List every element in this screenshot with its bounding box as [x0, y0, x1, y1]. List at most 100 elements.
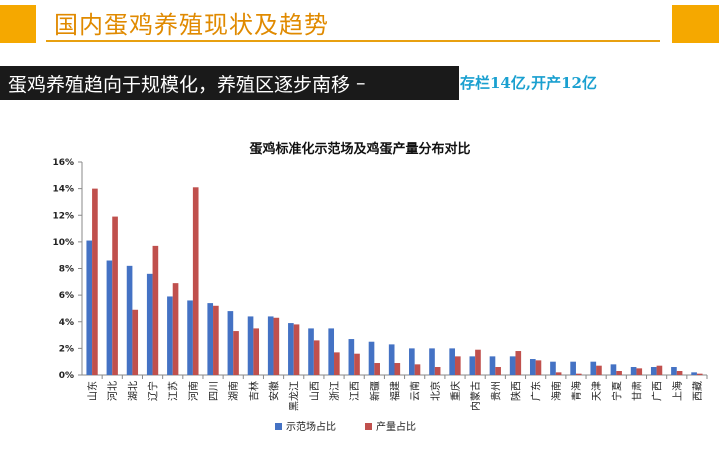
x-tick-label: 内蒙古	[469, 381, 482, 411]
bar-output-4	[172, 283, 179, 375]
bar-demo-farm-22	[529, 359, 536, 375]
bar-output-29	[676, 371, 683, 375]
bar-demo-farm-21	[509, 356, 516, 375]
subtitle-box: 蛋鸡养殖趋向于规模化，养殖区逐步南移 –	[0, 66, 459, 100]
bar-output-28	[656, 365, 663, 375]
x-tick-label: 湖北	[127, 381, 139, 401]
y-tick-label: 6%	[59, 291, 74, 301]
x-tick-label: 陕西	[509, 381, 522, 401]
y-tick-label: 14%	[52, 185, 74, 195]
x-tick-label: 甘肃	[630, 381, 643, 401]
chart-legend: 示范场占比 产量占比	[275, 420, 416, 433]
bar-demo-farm-11	[308, 328, 314, 375]
x-tick-label: 广东	[530, 381, 543, 401]
x-tick-label: 海南	[550, 381, 563, 401]
bar-output-26	[616, 371, 622, 375]
bar-output-23	[555, 372, 562, 375]
bar-output-8	[253, 328, 260, 375]
bar-demo-farm-26	[610, 364, 617, 375]
bar-demo-farm-29	[671, 367, 677, 375]
y-tick-label: 12%	[52, 211, 74, 221]
bar-demo-farm-2	[126, 265, 133, 375]
bar-output-19	[475, 349, 481, 375]
bar-output-2	[132, 309, 139, 375]
y-tick-label: 0%	[59, 371, 74, 381]
bar-output-12	[334, 352, 340, 375]
legend-label-0: 示范场占比	[286, 420, 336, 433]
bar-demo-farm-0	[86, 240, 93, 375]
bar-demo-farm-14	[368, 341, 375, 375]
x-tick-label: 广西	[652, 381, 664, 401]
x-tick-label: 云南	[409, 381, 422, 401]
bar-demo-farm-4	[167, 296, 173, 375]
bar-output-24	[575, 373, 582, 375]
x-tick-label: 福建	[389, 381, 402, 401]
x-tick-label: 河南	[187, 381, 200, 401]
x-tick-label: 浙江	[329, 381, 341, 401]
x-tick-label: 河北	[107, 381, 119, 401]
bar-output-27	[636, 368, 643, 375]
x-tick-label: 北京	[429, 381, 442, 401]
x-tick-label: 辽宁	[147, 381, 160, 401]
bar-demo-farm-28	[650, 367, 657, 375]
subtitle-extra: 存栏14亿,开产12亿	[460, 74, 597, 92]
bar-output-13	[354, 353, 360, 375]
bar-demo-farm-6	[207, 303, 214, 375]
x-tick-label: 天津	[591, 381, 603, 401]
bar-output-20	[495, 367, 501, 375]
x-tick-label: 新疆	[368, 381, 381, 401]
bar-demo-farm-8	[247, 316, 254, 375]
bar-output-11	[313, 340, 320, 375]
x-tick-label: 江苏	[167, 381, 180, 401]
header-accent-right	[672, 5, 719, 43]
x-tick-label: 山东	[86, 381, 99, 401]
x-tick-label: 湖南	[227, 381, 240, 401]
legend-swatch-0	[275, 423, 282, 430]
x-tick-label: 安徽	[268, 381, 281, 401]
bar-demo-farm-19	[469, 356, 476, 375]
x-tick-label: 上海	[671, 381, 684, 401]
bar-output-6	[213, 305, 219, 375]
bar-demo-farm-7	[227, 311, 234, 375]
subtitle-dash: –	[356, 72, 366, 94]
bar-output-5	[192, 187, 199, 375]
y-tick-label: 10%	[52, 238, 74, 248]
bar-output-10	[293, 324, 300, 375]
y-tick-label: 4%	[59, 318, 74, 328]
bar-demo-farm-20	[489, 356, 496, 375]
legend-label-1: 产量占比	[376, 420, 416, 433]
legend-swatch-1	[365, 423, 372, 430]
bar-output-1	[112, 216, 118, 375]
bar-demo-farm-16	[409, 348, 415, 375]
bar-demo-farm-24	[570, 361, 576, 375]
x-tick-label: 西藏	[692, 381, 704, 401]
title-bar: 国内蛋鸡养殖现状及趋势	[46, 4, 660, 42]
chart-title: 蛋鸡标准化示范场及鸡蛋产量分布对比	[249, 141, 470, 157]
chart-axes: 0% 2% 4% 6% 8% 10% 12% 14% 16% 山东 河北 湖北 辽宁 江苏 河南 四川 湖南 吉林…	[52, 158, 708, 411]
bar-demo-farm-23	[550, 361, 556, 375]
bar-output-25	[596, 365, 602, 375]
bar-demo-farm-10	[288, 323, 294, 375]
bar-demo-farm-17	[429, 348, 435, 375]
bar-output-16	[414, 364, 421, 375]
bar-output-15	[394, 363, 401, 375]
bar-demo-farm-12	[328, 328, 335, 375]
bar-output-21	[515, 351, 522, 375]
x-tick-label: 重庆	[449, 381, 462, 401]
header-accent-left	[0, 5, 36, 43]
bar-demo-farm-3	[146, 273, 153, 375]
x-tick-label: 贵州	[489, 381, 502, 401]
x-tick-label: 吉林	[247, 381, 260, 401]
bar-output-9	[273, 317, 280, 375]
x-tick-label: 四川	[209, 381, 220, 401]
bar-output-14	[374, 363, 380, 375]
bar-demo-farm-30	[691, 372, 697, 375]
y-tick-label: 2%	[59, 344, 74, 354]
bar-output-30	[696, 373, 703, 375]
bar-output-7	[233, 331, 239, 375]
bar-chart: 蛋鸡标准化示范场及鸡蛋产量分布对比 0% 2% 4% 6% 8% 10% 12% 14% 16%…	[52, 141, 708, 433]
bar-demo-farm-27	[630, 367, 637, 375]
bar-demo-farm-9	[267, 316, 274, 375]
bar-demo-farm-5	[187, 300, 193, 375]
subtitle-text: 蛋鸡养殖趋向于规模化，养殖区逐步南移	[8, 73, 351, 96]
